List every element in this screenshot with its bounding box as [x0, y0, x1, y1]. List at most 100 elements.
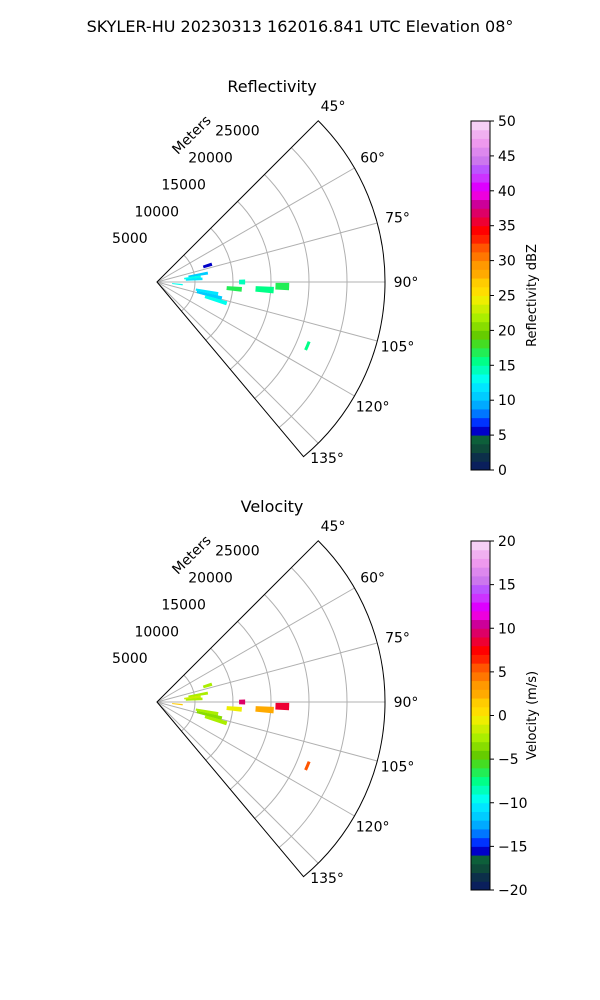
azimuth-tick-label: 45°	[321, 519, 346, 535]
radar-echo	[275, 282, 290, 291]
colorbar-segment	[471, 715, 490, 725]
radar-echo	[304, 761, 311, 771]
radar-echo	[304, 341, 311, 351]
range-ring	[181, 674, 196, 732]
radar-echo	[184, 695, 201, 700]
azimuth-gridline	[156, 701, 319, 864]
colorbar-tick-label: 20	[498, 534, 516, 550]
colorbar-segment	[471, 619, 490, 629]
colorbar-segment	[471, 225, 490, 235]
radial-tick-label: 20000	[188, 571, 233, 587]
colorbar-tick-label: −5	[498, 752, 519, 768]
radial-tick-label: 5000	[112, 231, 148, 247]
azimuth-gridline	[156, 281, 319, 444]
colorbar-segment	[471, 541, 490, 551]
colorbar-tick-label: 15	[498, 358, 516, 374]
colorbar-segment	[471, 837, 490, 847]
radial-tick-label: 25000	[215, 544, 260, 560]
colorbar-segment	[471, 129, 490, 139]
colorbar-segment	[471, 549, 490, 559]
azimuth-tick-label: 105°	[381, 759, 415, 775]
azimuth-gridline	[156, 281, 355, 397]
colorbar-segment	[471, 121, 490, 131]
colorbar-segment	[471, 680, 490, 690]
radar-echo	[204, 295, 228, 306]
colorbar-segment	[471, 794, 490, 804]
colorbar-tick-label: −15	[498, 839, 528, 855]
radar-echo	[188, 271, 209, 278]
colorbar-tick-label: 0	[498, 463, 507, 479]
azimuth-gridline	[156, 281, 378, 342]
colorbar-segment	[471, 558, 490, 568]
colorbar-segment	[471, 216, 490, 227]
colorbar-segment	[471, 698, 490, 708]
radial-tick-label: 20000	[188, 151, 233, 167]
colorbar-segment	[471, 330, 490, 340]
colorbar-segment	[471, 374, 490, 384]
colorbar-label: Velocity (m/s)	[525, 671, 540, 760]
colorbar-segment	[471, 855, 490, 865]
reflectivity-panel: Reflectivity500010000150002000025000Mete…	[112, 77, 540, 479]
colorbar-tick-label: 50	[498, 114, 516, 130]
azimuth-tick-label: 45°	[321, 99, 346, 115]
radar-echo	[172, 283, 183, 286]
colorbar-segment	[471, 575, 490, 586]
colorbar-segment	[471, 706, 490, 716]
colorbar-segment	[471, 260, 490, 270]
radar-echo	[195, 708, 219, 716]
colorbar-segment	[471, 208, 490, 218]
radial-tick-label: 15000	[161, 177, 206, 193]
colorbar-segment	[471, 234, 490, 244]
colorbar-segment	[471, 304, 490, 314]
plot-title: Reflectivity	[227, 77, 316, 96]
colorbar-segment	[471, 567, 490, 577]
colorbar-segment	[471, 173, 490, 183]
colorbar-segment	[471, 689, 490, 699]
range-ring	[278, 147, 348, 428]
colorbar-segment	[471, 584, 490, 594]
colorbar-segment	[471, 443, 490, 454]
colorbar-segment	[471, 802, 490, 812]
range-ring	[181, 254, 196, 312]
colorbar-segment	[471, 663, 490, 673]
colorbar-tick-label: 10	[498, 393, 516, 409]
range-ring	[254, 594, 310, 819]
radar-echo	[226, 706, 242, 712]
colorbar-tick-label: 5	[498, 428, 507, 444]
colorbar-segment	[471, 339, 490, 349]
range-ring	[278, 567, 348, 848]
radar-echo	[188, 691, 209, 698]
range-ring	[205, 647, 234, 761]
colorbar-tick-label: 5	[498, 665, 507, 681]
colorbar-tick-label: 40	[498, 184, 516, 200]
colorbar-segment	[471, 645, 490, 655]
colorbar-segment	[471, 356, 490, 366]
colorbar-segment	[471, 182, 490, 192]
colorbar-segment	[471, 321, 490, 331]
colorbar-segment	[471, 785, 490, 795]
azimuth-tick-label: 90°	[394, 275, 419, 291]
colorbar-segment	[471, 278, 490, 288]
colorbar-segment	[471, 452, 490, 462]
radar-echo	[172, 703, 183, 706]
colorbar-segment	[471, 767, 490, 778]
colorbar-segment	[471, 732, 490, 743]
colorbar-tick-label: 35	[498, 219, 516, 235]
colorbar-segment	[471, 426, 490, 436]
colorbar-segment	[471, 828, 490, 839]
colorbar-segment	[471, 155, 490, 166]
radar-echo	[255, 706, 274, 714]
colorbar-segment	[471, 750, 490, 760]
radial-tick-label: 25000	[215, 124, 260, 140]
colorbar-segment	[471, 863, 490, 874]
colorbar-segment	[471, 776, 490, 786]
colorbar-segment	[471, 593, 490, 603]
colorbar-segment	[471, 347, 490, 358]
colorbar-tick-label: 30	[498, 254, 516, 270]
colorbar-tick-label: 20	[498, 323, 516, 339]
colorbar-tick-label: −10	[498, 796, 528, 812]
azimuth-tick-label: 135°	[310, 871, 344, 887]
colorbar-segment	[471, 671, 490, 682]
radar-echo	[239, 699, 246, 705]
